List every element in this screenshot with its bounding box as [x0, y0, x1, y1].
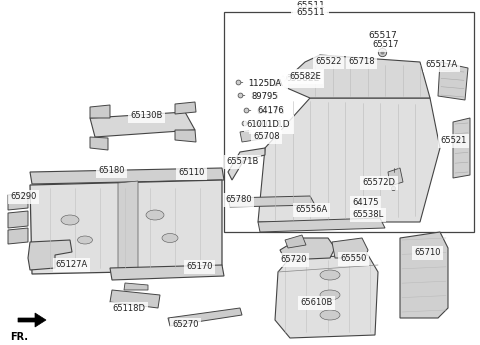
Polygon shape [258, 98, 440, 222]
Polygon shape [228, 196, 315, 207]
Polygon shape [275, 255, 378, 338]
Polygon shape [30, 168, 224, 184]
Bar [224, 12, 474, 232]
Ellipse shape [320, 270, 340, 280]
Text: 1125DA: 1125DA [248, 79, 281, 88]
Text: FR.: FR. [10, 332, 28, 342]
Text: 65517A: 65517A [425, 60, 457, 69]
Text: 65130B: 65130B [130, 111, 162, 120]
Text: 61011D: 61011D [246, 120, 279, 129]
Polygon shape [280, 55, 430, 98]
Text: 65517: 65517 [368, 31, 397, 40]
Text: 65571B: 65571B [226, 157, 258, 166]
Ellipse shape [162, 234, 178, 243]
Text: 65127A: 65127A [55, 260, 87, 269]
Text: 65550: 65550 [340, 254, 366, 263]
Text: 65718: 65718 [348, 57, 374, 66]
Text: 65610B: 65610B [300, 298, 332, 307]
Text: 65110: 65110 [178, 168, 204, 177]
Text: 65522: 65522 [315, 57, 341, 66]
Polygon shape [240, 128, 268, 142]
Text: 65180: 65180 [98, 166, 124, 175]
Polygon shape [228, 148, 265, 180]
Text: 65572D: 65572D [362, 178, 395, 187]
Text: 89795: 89795 [251, 92, 277, 101]
Polygon shape [438, 62, 468, 100]
Ellipse shape [320, 290, 340, 300]
Polygon shape [280, 238, 335, 260]
Polygon shape [110, 265, 224, 280]
Text: 65118D: 65118D [112, 304, 145, 313]
Text: 89795: 89795 [250, 92, 279, 101]
Polygon shape [90, 105, 110, 118]
Ellipse shape [146, 210, 164, 220]
Text: 65780: 65780 [225, 195, 252, 204]
Polygon shape [8, 228, 28, 244]
Text: 65170: 65170 [186, 262, 213, 271]
Polygon shape [400, 232, 448, 318]
Polygon shape [28, 240, 72, 270]
Text: 65582E: 65582E [285, 74, 319, 83]
Text: 65556A: 65556A [295, 205, 327, 214]
Polygon shape [258, 218, 385, 232]
Text: 65538L: 65538L [352, 210, 383, 219]
Polygon shape [30, 180, 222, 274]
Polygon shape [18, 313, 46, 327]
Polygon shape [8, 193, 28, 210]
Ellipse shape [61, 215, 79, 225]
Text: 65720: 65720 [280, 255, 307, 264]
Polygon shape [118, 181, 138, 272]
Text: 65270: 65270 [172, 320, 199, 329]
Text: 64176: 64176 [257, 106, 284, 115]
Text: 64175: 64175 [352, 198, 379, 207]
Polygon shape [175, 102, 196, 114]
Polygon shape [332, 238, 368, 258]
Polygon shape [124, 283, 148, 290]
Text: 65511: 65511 [296, 8, 325, 17]
Text: 61011D: 61011D [254, 120, 289, 129]
Text: 65710: 65710 [414, 248, 441, 257]
Polygon shape [175, 130, 196, 142]
Text: 65290: 65290 [10, 192, 36, 201]
Polygon shape [8, 211, 28, 228]
Text: 64176: 64176 [256, 107, 285, 116]
Text: 1125DA: 1125DA [248, 79, 284, 88]
Text: 65521: 65521 [440, 136, 467, 145]
Ellipse shape [320, 310, 340, 320]
Polygon shape [110, 290, 160, 308]
Polygon shape [388, 168, 403, 186]
Text: 65517: 65517 [372, 40, 398, 49]
Text: 65511: 65511 [296, 1, 325, 10]
Text: 65582E: 65582E [289, 72, 321, 81]
Polygon shape [90, 137, 108, 150]
Text: 65708: 65708 [253, 132, 280, 141]
Polygon shape [285, 235, 306, 248]
Ellipse shape [77, 236, 93, 244]
Polygon shape [453, 118, 470, 178]
Polygon shape [90, 112, 195, 137]
Polygon shape [168, 308, 242, 326]
